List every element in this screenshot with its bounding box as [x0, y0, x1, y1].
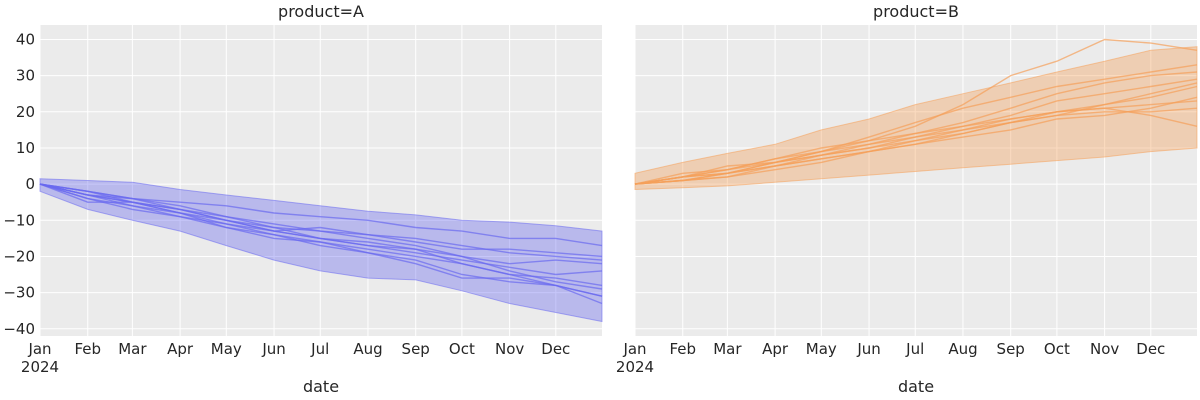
- x-tick-label: Dec: [1136, 340, 1165, 358]
- uncertainty-band: [634, 46, 1198, 191]
- uncertainty-band: [39, 178, 603, 323]
- x-tick-label: Jan: [27, 340, 51, 358]
- series-line-10: [634, 82, 1198, 185]
- x-year-label: 2024: [616, 358, 654, 376]
- plot-area: [635, 25, 1197, 336]
- y-tick-label: −10: [3, 211, 35, 229]
- chart-panel-1: −40 −30 −20 −10 0 10 20 30 40 Jan Feb Mar Apr May Jun J…: [3, 2, 603, 396]
- plot-area: [40, 25, 602, 336]
- x-tick-label: Sep: [402, 340, 430, 358]
- panel-title: product=B: [873, 2, 959, 21]
- x-tick-label: Jul: [310, 340, 329, 358]
- x-tick-label: Nov: [495, 340, 524, 358]
- x-tick-label: Mar: [118, 340, 147, 358]
- x-axis-label: date: [898, 377, 934, 396]
- y-tick-label: −40: [3, 320, 35, 338]
- x-tick-label: Nov: [1090, 340, 1119, 358]
- x-tick-label: Jan: [622, 340, 646, 358]
- x-tick-label: Feb: [74, 340, 101, 358]
- x-tick-label: Oct: [1044, 340, 1070, 358]
- x-tick-label: Feb: [669, 340, 696, 358]
- x-axis-label: date: [303, 377, 339, 396]
- series-line-10: [39, 183, 603, 287]
- y-tick-label: 40: [16, 30, 35, 48]
- x-tick-label: Aug: [948, 340, 977, 358]
- y-tick-label: −30: [3, 284, 35, 302]
- x-tick-label: May: [806, 340, 837, 358]
- panel-title: product=A: [278, 2, 364, 21]
- x-year-label: 2024: [21, 358, 59, 376]
- y-tick-label: 10: [16, 139, 35, 157]
- x-tick-label: Apr: [762, 340, 789, 358]
- chart-panel-2: Jan Feb Mar Apr May Jun Jul Aug Sep Oct Nov Dec 2024…: [616, 2, 1198, 396]
- series-line-9: [39, 183, 603, 261]
- series-line-8: [634, 96, 1198, 185]
- series-line-7: [39, 183, 603, 305]
- x-tick-label: Aug: [353, 340, 382, 358]
- x-tick-label: Apr: [167, 340, 194, 358]
- x-tick-label: Dec: [541, 340, 570, 358]
- x-tick-label: Sep: [997, 340, 1025, 358]
- y-tick-label: 20: [16, 103, 35, 121]
- x-tick-label: Mar: [713, 340, 742, 358]
- x-tick-label: Jun: [261, 340, 285, 358]
- x-tick-label: Oct: [449, 340, 475, 358]
- x-tick-label: Jul: [905, 340, 924, 358]
- y-tick-label: −20: [3, 247, 35, 265]
- y-tick-label: 30: [16, 67, 35, 85]
- y-tick-label: 0: [25, 175, 35, 193]
- x-tick-label: May: [211, 340, 242, 358]
- x-tick-label: Jun: [856, 340, 880, 358]
- series-line-9: [634, 71, 1198, 185]
